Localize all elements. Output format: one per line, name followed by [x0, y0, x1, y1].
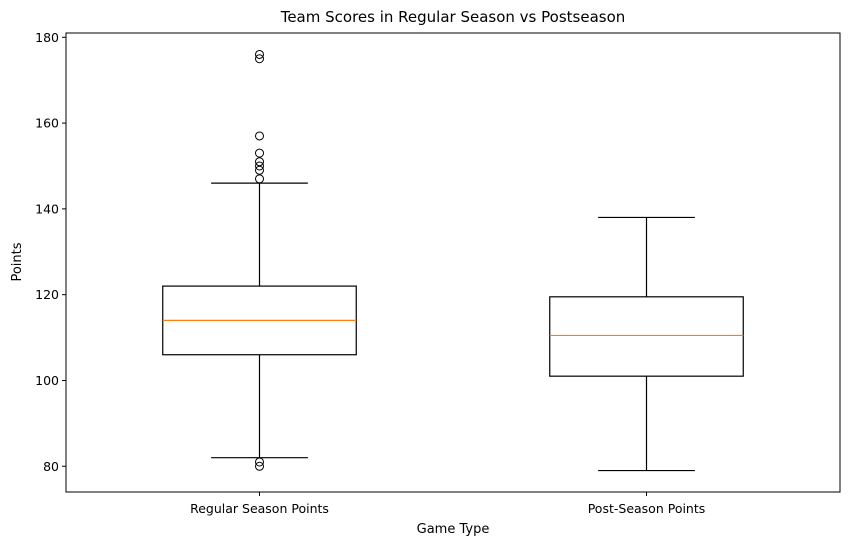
outlier-point [255, 457, 264, 467]
y-tick-label: 140 [35, 201, 59, 216]
outlier-point [255, 131, 264, 141]
x-axis: Regular Season Points Post-Season Points [190, 492, 705, 516]
x-tick-label: Regular Season Points [190, 501, 329, 516]
x-axis-label: Game Type [417, 522, 490, 537]
y-axis: 80 100 120 140 160 180 [35, 30, 66, 474]
y-tick-label: 120 [35, 287, 59, 302]
y-tick-label: 100 [35, 373, 59, 388]
box-group [162, 49, 357, 471]
plot-area [162, 49, 744, 472]
outlier-point [255, 49, 264, 59]
plot-frame [65, 32, 841, 493]
outlier-point [255, 54, 264, 64]
outlier-point [255, 165, 264, 175]
outlier-point [255, 174, 264, 184]
y-tick-label: 80 [43, 459, 59, 474]
iqr-box [549, 296, 744, 377]
box-group [549, 216, 744, 472]
x-tick-label: Post-Season Points [588, 501, 706, 516]
y-tick-label: 160 [35, 116, 59, 131]
y-axis-label: Points [10, 242, 25, 281]
chart-title: Team Scores in Regular Season vs Postsea… [280, 8, 626, 26]
y-tick-label: 180 [35, 30, 59, 45]
outlier-point [255, 148, 264, 158]
outlier-point [255, 161, 264, 171]
outlier-point [255, 157, 264, 167]
outlier-point [255, 461, 264, 471]
